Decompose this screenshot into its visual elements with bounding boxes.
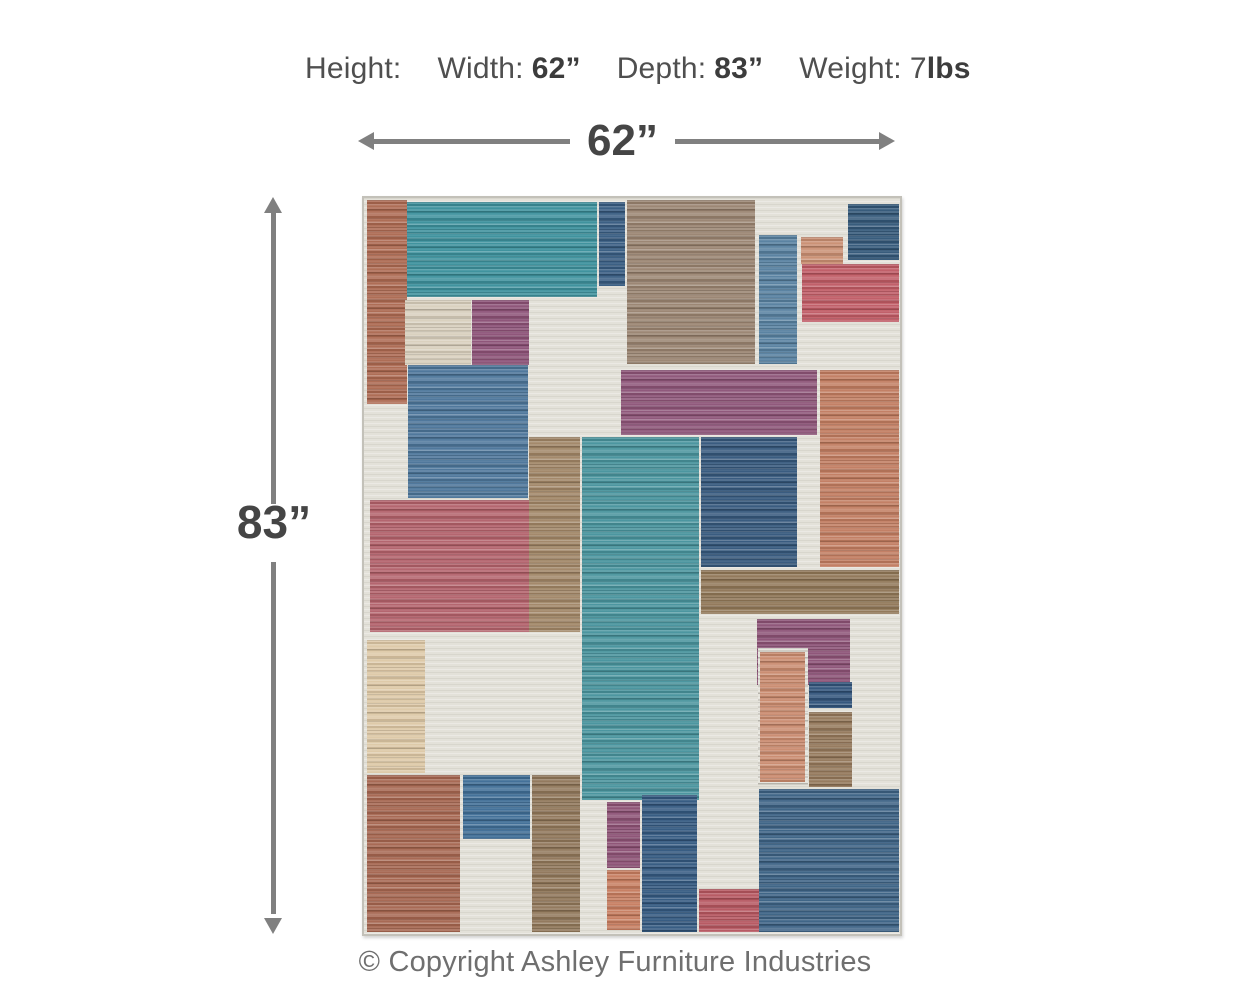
rug-patch-rust-strip-top-left bbox=[367, 200, 407, 404]
height-arrow-label: 83” bbox=[236, 496, 312, 548]
width-arrow-line-right bbox=[675, 139, 879, 144]
height-arrow: 83” bbox=[237, 196, 311, 938]
rug-patch-purple-small-mid-left bbox=[472, 300, 529, 365]
arrow-down-icon bbox=[264, 918, 282, 934]
rug-patch-rust-big-bottom-left bbox=[367, 775, 460, 932]
rug-patch-teal-big-center bbox=[582, 437, 699, 800]
rug-patch-salmon-column-right bbox=[760, 652, 805, 782]
rug-patch-navy-center bbox=[701, 437, 797, 567]
rug-patch-navy-block-bottom bbox=[642, 795, 697, 932]
rug-patch-navy-strip-top bbox=[599, 202, 625, 286]
rug-patch-navy-small-right bbox=[809, 682, 852, 708]
rug-patch-tan-strip-center bbox=[529, 437, 580, 632]
rug-canvas bbox=[362, 196, 902, 936]
rug-patch-navy-corner-top-right bbox=[848, 204, 899, 260]
rug-patch-plum-small-bottom bbox=[607, 802, 640, 868]
height-label: Height: bbox=[305, 52, 402, 85]
height-arrow-line-top bbox=[271, 212, 276, 504]
depth-value: 83” bbox=[714, 52, 764, 85]
arrow-right-icon bbox=[879, 132, 895, 150]
rug-patch-brown-top bbox=[627, 200, 755, 364]
weight-value-number: 7 bbox=[909, 52, 927, 85]
rug-patch-brown-strip-bottom bbox=[532, 775, 580, 932]
rug-patch-teal-top bbox=[407, 202, 597, 297]
rug-patch-beige-strip-bottom-left bbox=[367, 640, 425, 773]
rug-patch-steel-blue-mid-left bbox=[408, 365, 528, 498]
rug-patch-blue-square-bottom-left bbox=[463, 775, 530, 839]
rug-patch-brown-small-right bbox=[809, 712, 852, 787]
rug-patch-red-block-bottom bbox=[699, 889, 759, 932]
arrow-left-icon bbox=[358, 132, 374, 150]
rug-patch-blue-strip-top-right bbox=[759, 235, 797, 364]
rug-patch-purple-big-center bbox=[621, 370, 817, 435]
depth-label: Depth: bbox=[616, 52, 707, 85]
rug-patch-salmon-small-bottom bbox=[607, 870, 640, 930]
rug-patch-brown-band-right bbox=[701, 570, 899, 614]
rug-patch-red-big-left bbox=[370, 500, 529, 632]
width-arrow: 62” bbox=[358, 116, 895, 165]
rug-patch-beige-mid-left bbox=[405, 300, 471, 365]
width-value: 62” bbox=[531, 52, 581, 85]
copyright-text: © Copyright Ashley Furniture Industries bbox=[358, 946, 872, 978]
dimensions-header: Height: Width: 62” Depth: 83” Weight: 7 … bbox=[305, 52, 971, 86]
width-arrow-line-left bbox=[371, 139, 570, 144]
rug-patch-navy-big-bottom-right bbox=[759, 789, 899, 932]
width-arrow-label: 62” bbox=[587, 116, 658, 165]
rug-patch-red-top-right bbox=[802, 264, 899, 322]
width-label: Width: bbox=[437, 52, 524, 85]
height-arrow-line-bottom bbox=[271, 562, 276, 914]
rug-patch-salmon-small-top-right bbox=[801, 237, 843, 264]
weight-label: Weight: bbox=[799, 52, 902, 85]
rug-patch-orange-right bbox=[820, 370, 899, 567]
arrow-up-icon bbox=[264, 197, 282, 213]
weight-value-unit: lbs bbox=[926, 52, 971, 85]
